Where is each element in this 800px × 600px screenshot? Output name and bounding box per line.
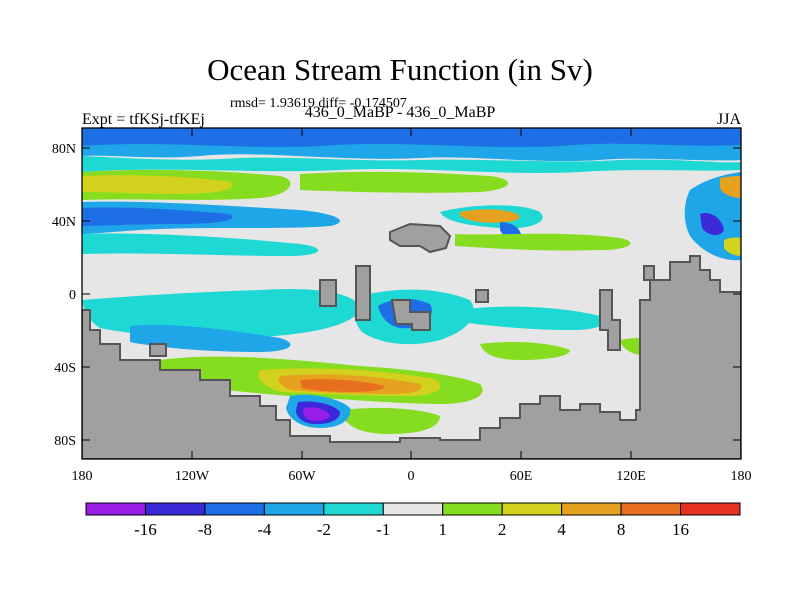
colorbar-swatch xyxy=(501,502,563,516)
colorbar-swatch xyxy=(620,502,682,516)
indian-negative xyxy=(460,306,604,330)
colorbar-label: 1 xyxy=(438,520,447,539)
europe-landmass xyxy=(389,222,452,254)
colorbar-swatch xyxy=(85,502,146,516)
x-tick-label: 180 xyxy=(731,469,752,484)
npac-positive-inner xyxy=(82,175,233,194)
colorbar: -16 -8 -4 -2 -1 1 2 4 8 16 xyxy=(85,502,741,539)
colorbar-swatch xyxy=(680,502,741,516)
indian-ocean-island xyxy=(599,289,621,351)
colorbar-label: 16 xyxy=(672,520,689,539)
contour-field xyxy=(82,128,741,459)
colorbar-label: -8 xyxy=(198,520,212,539)
south-pac-negative-lower xyxy=(130,324,291,352)
natl-positive xyxy=(300,171,509,193)
season-label: JJA xyxy=(716,111,741,128)
map-title: Ocean Stream Function (in Sv) xyxy=(207,52,593,87)
y-tick-label: 0 xyxy=(69,288,76,303)
y-tick-label: 40N xyxy=(52,215,76,230)
colorbar-label: 8 xyxy=(617,520,626,539)
subtitle-label: 436_0_MaBP - 436_0_MaBP xyxy=(304,104,496,121)
nwpac-core xyxy=(700,212,724,236)
americas-strip xyxy=(355,265,371,321)
y-tick-label: 80S xyxy=(54,434,76,449)
x-tick-label: 120W xyxy=(175,469,210,484)
colorbar-label: -4 xyxy=(257,520,272,539)
land-masses xyxy=(82,222,741,459)
arctic-core xyxy=(82,128,741,147)
natl-pos-core xyxy=(459,209,520,223)
colorbar-label: -2 xyxy=(317,520,331,539)
x-tick-label: 60E xyxy=(510,469,533,484)
small-island-east xyxy=(643,265,655,281)
x-tick-label: 60W xyxy=(288,469,316,484)
x-tick-label: 0 xyxy=(408,469,415,484)
y-ticks xyxy=(82,147,741,441)
y-tick-label: 40S xyxy=(54,361,76,376)
africa-island xyxy=(475,289,489,303)
x-tick-label: 180 xyxy=(72,469,93,484)
colorbar-swatch xyxy=(561,502,622,516)
colorbar-label: -16 xyxy=(134,520,157,539)
nwpac-positive xyxy=(720,176,741,198)
colorbar-swatch xyxy=(382,502,444,516)
colorbar-swatch xyxy=(204,502,265,516)
stats-line: rmsd= 1.93619 diff= -0.174507 xyxy=(230,96,407,111)
tropical-negative-west xyxy=(82,233,319,256)
southern-positive-core xyxy=(300,379,385,392)
colorbar-swatch xyxy=(144,502,206,516)
experiment-label: Expt = tfKSj-tfKEj xyxy=(82,111,205,128)
colorbar-label: -1 xyxy=(376,520,390,539)
arctic-edge xyxy=(82,156,741,173)
south-landmass xyxy=(82,255,741,459)
south-atlantic-island xyxy=(390,299,431,331)
colorbar-swatch xyxy=(442,502,503,516)
drake-negative-peak xyxy=(303,407,330,421)
nwpac-positive-lower xyxy=(724,237,741,256)
colorbar-label: 2 xyxy=(498,520,507,539)
x-tick-label: 120E xyxy=(616,469,646,484)
colorbar-label: 4 xyxy=(557,520,566,539)
pacific-island xyxy=(149,343,167,357)
npac-negative-core xyxy=(82,207,233,226)
antarctic-positive xyxy=(340,408,440,434)
colorbar-swatch xyxy=(263,502,325,516)
natl-positive-band xyxy=(455,233,631,251)
colorbar-swatch xyxy=(323,502,384,516)
central-america-island xyxy=(319,279,337,307)
x-ticks xyxy=(81,128,742,459)
indian-positive xyxy=(480,342,570,360)
y-tick-label: 80N xyxy=(52,142,76,157)
